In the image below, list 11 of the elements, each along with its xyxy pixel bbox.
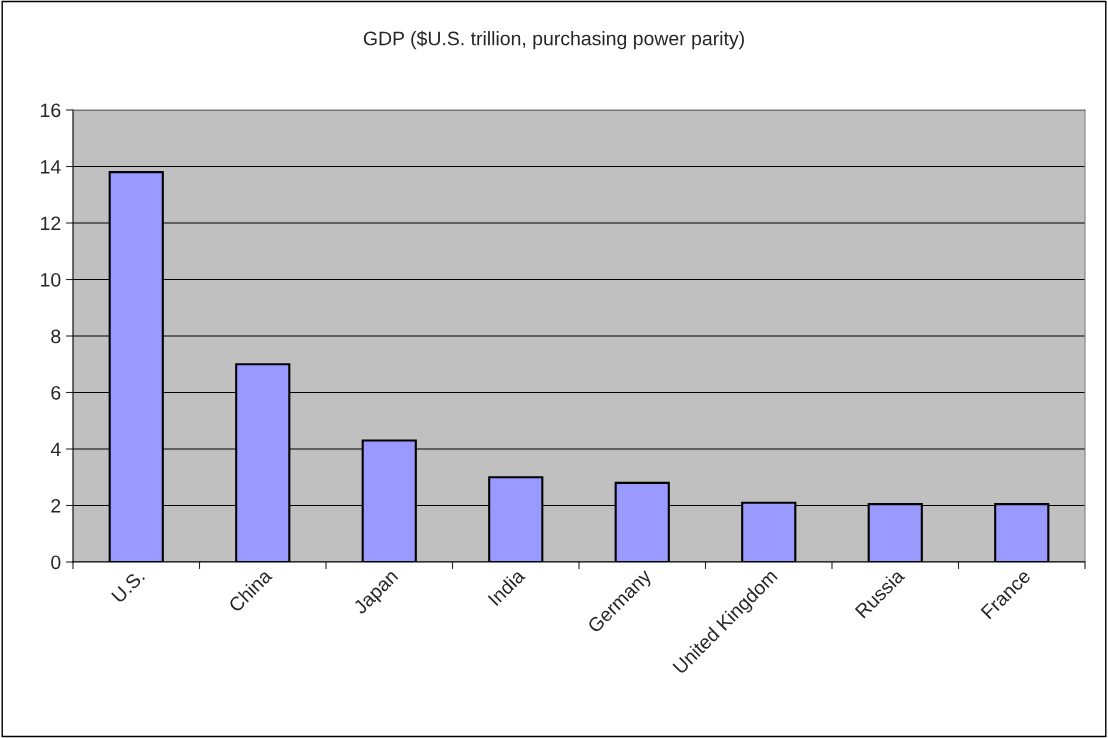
- y-tick-label: 6: [51, 385, 61, 400]
- y-tick-label: 16: [41, 103, 61, 118]
- chart-title: GDP ($U.S. trillion, purchasing power parity): [363, 30, 744, 50]
- x-tick-label: U.S.: [110, 569, 146, 604]
- y-tick-label: 2: [51, 498, 61, 513]
- y-tick-label: 14: [41, 160, 61, 174]
- y-tick-label: 0: [51, 555, 61, 570]
- y-tick-label: 12: [41, 216, 61, 231]
- y-tick-label: 10: [41, 272, 61, 287]
- y-tick-label: 4: [50, 442, 61, 457]
- y-tick-label: 8: [51, 329, 61, 344]
